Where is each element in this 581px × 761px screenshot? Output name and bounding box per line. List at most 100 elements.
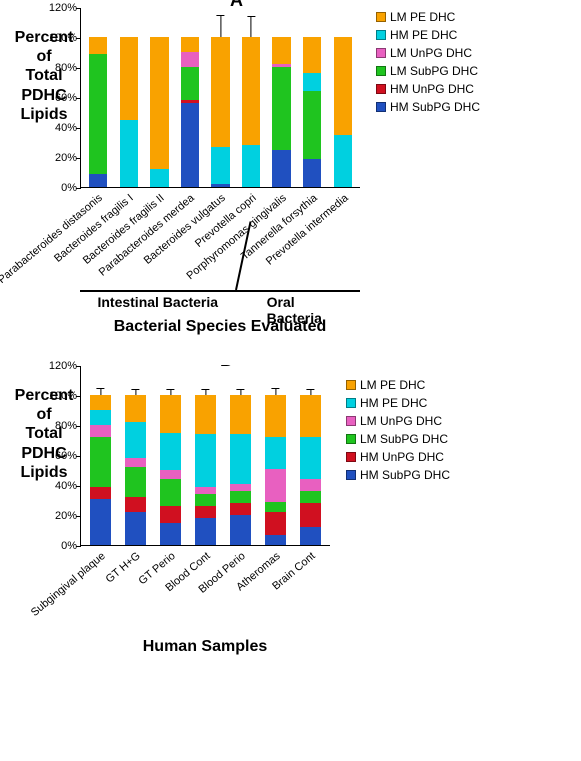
bar-segment: [300, 503, 321, 527]
bar-segment: [230, 395, 251, 434]
legend-label: HM UnPG DHC: [360, 448, 444, 466]
bar-slot: [114, 8, 145, 187]
legend-item: LM SubPG DHC: [376, 62, 480, 80]
legend-label: HM UnPG DHC: [390, 80, 474, 98]
x-tick-label: Parabacteroides distasonis: [82, 188, 113, 200]
bar-slot: [266, 8, 297, 187]
stacked-bar: [89, 37, 107, 187]
group-labels-a: Intestinal BacteriaOral Bacteria: [80, 290, 360, 318]
plot-a: 0%20%40%60%80%100%120%: [80, 8, 360, 188]
error-bar: [275, 388, 276, 396]
bar-segment: [120, 37, 138, 120]
group-label: Intestinal Bacteria: [97, 294, 218, 310]
bar-segment: [160, 395, 181, 433]
bar-segment: [265, 437, 286, 469]
bar-segment: [90, 487, 111, 499]
stacked-bar: [272, 37, 290, 187]
x-labels-b: Subgingival plaqueGT H+GGT PerioBlood Co…: [80, 546, 330, 558]
legend-swatch: [346, 434, 356, 444]
x-tick-label: Brain Cont: [293, 546, 328, 558]
stacked-bar: [125, 395, 146, 545]
stacked-bar: [181, 37, 199, 187]
plot-a-wrap: A 0%20%40%60%80%100%120% Parabacteroides…: [80, 8, 360, 336]
x-tick-label: Prevotella intermedia: [327, 188, 358, 200]
bar-segment: [160, 433, 181, 471]
legend-item: LM UnPG DHC: [376, 44, 480, 62]
bar-segment: [160, 506, 181, 523]
bar-segment: [300, 491, 321, 503]
bar-segment: [195, 506, 216, 518]
plot-b: 0%20%40%60%80%100%120%: [80, 366, 330, 546]
legend-item: LM PE DHC: [346, 376, 450, 394]
legend-label: LM PE DHC: [360, 376, 425, 394]
legend-item: HM SubPG DHC: [376, 98, 480, 116]
bars-row: [81, 8, 360, 187]
x-tick-label: Parabacteroides merdea: [174, 188, 205, 200]
bar-segment: [160, 479, 181, 506]
group-label: Oral Bacteria: [267, 294, 329, 326]
bar-segment: [160, 470, 181, 479]
bar-segment: [242, 37, 260, 145]
chart-b: PercentofTotalPDHCLipids B 0%20%40%60%80…: [8, 366, 573, 656]
bar-segment: [300, 395, 321, 437]
bar-segment: [230, 484, 251, 492]
bars-row: [81, 366, 330, 545]
bar-segment: [90, 499, 111, 546]
bar-segment: [230, 503, 251, 515]
bar-segment: [334, 135, 352, 188]
plot-b-wrap: B 0%20%40%60%80%100%120% Subgingival pla…: [80, 366, 330, 656]
x-labels-a: Parabacteroides distasonisBacteroides fr…: [80, 188, 360, 200]
stacked-bar: [265, 395, 286, 545]
legend-item: HM PE DHC: [346, 394, 450, 412]
legend-swatch: [346, 416, 356, 426]
stacked-bar: [230, 395, 251, 545]
legend-item: LM PE DHC: [376, 8, 480, 26]
bar-segment: [195, 395, 216, 434]
x-tick-label: Bacteroides vulgatus: [205, 188, 236, 200]
bar-segment: [125, 395, 146, 422]
x-tick-label: Blood Perio: [223, 546, 258, 558]
legend-swatch: [346, 452, 356, 462]
bar-segment: [181, 103, 199, 187]
bar-slot: [328, 8, 359, 187]
error-bar: [251, 16, 252, 37]
bar-segment: [272, 37, 290, 64]
bar-slot: [236, 8, 267, 187]
bar-segment: [181, 37, 199, 52]
error-bar: [310, 389, 311, 395]
bar-segment: [90, 410, 111, 425]
bar-slot: [293, 366, 328, 545]
bar-segment: [125, 458, 146, 467]
legend-swatch: [376, 84, 386, 94]
error-bar: [135, 389, 136, 395]
bar-segment: [303, 91, 321, 159]
bar-segment: [195, 434, 216, 487]
bar-segment: [195, 518, 216, 545]
bar-segment: [230, 434, 251, 484]
bar-segment: [150, 169, 168, 187]
bar-segment: [265, 512, 286, 535]
bar-segment: [303, 37, 321, 73]
error-bar: [240, 389, 241, 395]
legend-swatch: [376, 30, 386, 40]
error-bar: [220, 15, 221, 38]
bar-slot: [144, 8, 175, 187]
x-tick-label: Blood Cont: [187, 546, 222, 558]
bar-segment: [89, 37, 107, 54]
stacked-bar: [303, 37, 321, 187]
x-tick-label: Subgingival plaque: [82, 546, 117, 558]
legend-item: HM UnPG DHC: [346, 448, 450, 466]
legend-swatch: [376, 102, 386, 112]
bar-segment: [181, 100, 199, 103]
bar-slot: [118, 366, 153, 545]
x-tick-label: Tannerella forsythia: [297, 188, 328, 200]
stacked-bar: [195, 395, 216, 545]
legend-label: HM SubPG DHC: [390, 98, 480, 116]
bar-slot: [297, 8, 328, 187]
legend-label: HM PE DHC: [360, 394, 427, 412]
stacked-bar: [300, 395, 321, 545]
legend-swatch: [346, 470, 356, 480]
x-tick-label: Atheromas: [258, 546, 293, 558]
bar-segment: [211, 184, 229, 187]
bar-segment: [211, 37, 229, 147]
